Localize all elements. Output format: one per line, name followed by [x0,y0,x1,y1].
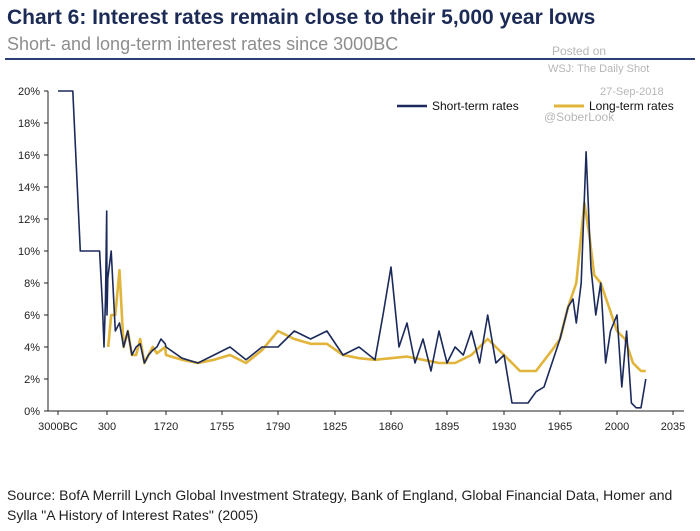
x-tick-label: 1790 [266,421,290,433]
x-tick-label: 1825 [323,421,347,433]
interest-rate-chart: 0% 2% 4% 6% 8% 10% 12% 14% 16% 18% 20% 3000BC 300 172… [18,86,685,433]
x-tick-label: 1860 [379,421,403,433]
y-tick-label: 20% [18,86,40,98]
x-tick-label: 3000BC [38,421,78,433]
watermark-handle: @SoberLook [544,110,615,124]
y-tick-label: 14% [18,182,40,194]
watermark-posted: Posted on [552,44,607,58]
y-tick-label: 12% [18,214,40,226]
legend-label-long-term: Long-term rates [589,99,674,113]
y-tick-label: 18% [18,118,40,130]
x-tick-label: 300 [98,421,116,433]
y-tick-label: 10% [18,246,40,258]
x-tick-label: 1965 [548,421,572,433]
short-term-rates-line [58,90,647,409]
series-layer [58,90,647,409]
title-divider [5,58,695,60]
chart-subtitle: Short- and long-term interest rates sinc… [7,34,399,54]
y-tick-label: 16% [18,150,40,162]
x-tick-label: 1720 [154,421,178,433]
x-tick-label: 1895 [435,421,459,433]
y-tick-label: 4% [24,342,40,354]
y-tick-label: 0% [24,406,40,418]
chart-legend: Short-term rates Long-term rates [397,99,674,113]
watermark-date: 27-Sep-2018 [600,86,664,98]
legend-label-short-term: Short-term rates [432,99,519,113]
chart-axes: 0% 2% 4% 6% 8% 10% 12% 14% 16% 18% 20% 3000BC 300 172… [18,86,685,433]
y-tick-label: 2% [24,374,40,386]
y-tick-label: 6% [24,310,40,322]
x-tick-label: 1755 [210,421,234,433]
chart-title: Chart 6: Interest rates remain close to … [7,6,596,29]
source-note: Source: BofA Merrill Lynch Global Invest… [7,487,673,523]
x-tick-label: 2035 [661,421,685,433]
x-tick-label: 2000 [605,421,629,433]
watermark-source: WSJ: The Daily Shot [548,63,650,75]
x-tick-label: 1930 [492,421,516,433]
y-tick-label: 8% [24,278,40,290]
